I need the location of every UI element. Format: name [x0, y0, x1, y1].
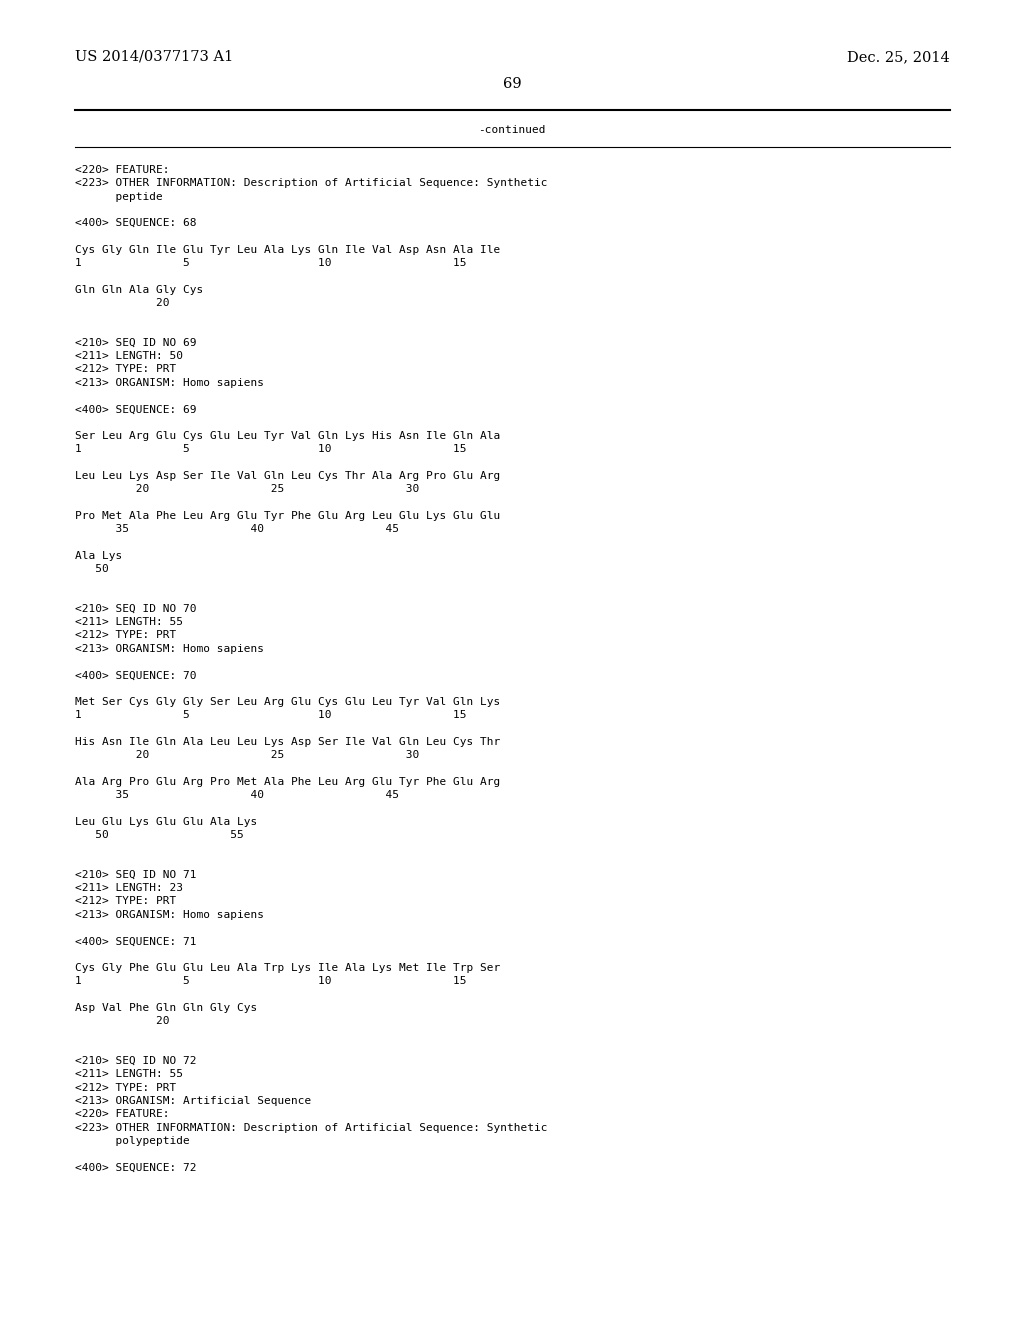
Text: <213> ORGANISM: Artificial Sequence: <213> ORGANISM: Artificial Sequence	[75, 1096, 311, 1106]
Text: Cys Gly Gln Ile Glu Tyr Leu Ala Lys Gln Ile Val Asp Asn Ala Ile: Cys Gly Gln Ile Glu Tyr Leu Ala Lys Gln …	[75, 244, 501, 255]
Text: <212> TYPE: PRT: <212> TYPE: PRT	[75, 896, 176, 907]
Text: <400> SEQUENCE: 68: <400> SEQUENCE: 68	[75, 218, 197, 228]
Text: peptide: peptide	[75, 191, 163, 202]
Text: Ala Arg Pro Glu Arg Pro Met Ala Phe Leu Arg Glu Tyr Phe Glu Arg: Ala Arg Pro Glu Arg Pro Met Ala Phe Leu …	[75, 776, 501, 787]
Text: polypeptide: polypeptide	[75, 1137, 189, 1146]
Text: <210> SEQ ID NO 72: <210> SEQ ID NO 72	[75, 1056, 197, 1067]
Text: <220> FEATURE:: <220> FEATURE:	[75, 165, 170, 176]
Text: Asp Val Phe Gln Gln Gly Cys: Asp Val Phe Gln Gln Gly Cys	[75, 1003, 257, 1012]
Text: 20                  25                  30: 20 25 30	[75, 750, 419, 760]
Text: Met Ser Cys Gly Gly Ser Leu Arg Glu Cys Glu Leu Tyr Val Gln Lys: Met Ser Cys Gly Gly Ser Leu Arg Glu Cys …	[75, 697, 501, 708]
Text: <223> OTHER INFORMATION: Description of Artificial Sequence: Synthetic: <223> OTHER INFORMATION: Description of …	[75, 178, 548, 189]
Text: Gln Gln Ala Gly Cys: Gln Gln Ala Gly Cys	[75, 285, 203, 294]
Text: -continued: -continued	[478, 125, 546, 135]
Text: <220> FEATURE:: <220> FEATURE:	[75, 1109, 170, 1119]
Text: 1               5                   10                  15: 1 5 10 15	[75, 259, 467, 268]
Text: Pro Met Ala Phe Leu Arg Glu Tyr Phe Glu Arg Leu Glu Lys Glu Glu: Pro Met Ala Phe Leu Arg Glu Tyr Phe Glu …	[75, 511, 501, 521]
Text: Leu Glu Lys Glu Glu Ala Lys: Leu Glu Lys Glu Glu Ala Lys	[75, 817, 257, 826]
Text: <213> ORGANISM: Homo sapiens: <213> ORGANISM: Homo sapiens	[75, 644, 264, 653]
Text: <213> ORGANISM: Homo sapiens: <213> ORGANISM: Homo sapiens	[75, 378, 264, 388]
Text: <212> TYPE: PRT: <212> TYPE: PRT	[75, 631, 176, 640]
Text: <210> SEQ ID NO 69: <210> SEQ ID NO 69	[75, 338, 197, 348]
Text: <213> ORGANISM: Homo sapiens: <213> ORGANISM: Homo sapiens	[75, 909, 264, 920]
Text: 50                  55: 50 55	[75, 830, 244, 840]
Text: Cys Gly Phe Glu Glu Leu Ala Trp Lys Ile Ala Lys Met Ile Trp Ser: Cys Gly Phe Glu Glu Leu Ala Trp Lys Ile …	[75, 964, 501, 973]
Text: <212> TYPE: PRT: <212> TYPE: PRT	[75, 1082, 176, 1093]
Text: <211> LENGTH: 55: <211> LENGTH: 55	[75, 1069, 183, 1080]
Text: 20: 20	[75, 298, 170, 308]
Text: <210> SEQ ID NO 70: <210> SEQ ID NO 70	[75, 605, 197, 614]
Text: US 2014/0377173 A1: US 2014/0377173 A1	[75, 50, 233, 63]
Text: <211> LENGTH: 50: <211> LENGTH: 50	[75, 351, 183, 362]
Text: <400> SEQUENCE: 70: <400> SEQUENCE: 70	[75, 671, 197, 680]
Text: 69: 69	[503, 77, 521, 91]
Text: <400> SEQUENCE: 71: <400> SEQUENCE: 71	[75, 936, 197, 946]
Text: 20                  25                  30: 20 25 30	[75, 484, 419, 494]
Text: <210> SEQ ID NO 71: <210> SEQ ID NO 71	[75, 870, 197, 880]
Text: 20: 20	[75, 1016, 170, 1026]
Text: 1               5                   10                  15: 1 5 10 15	[75, 445, 467, 454]
Text: <211> LENGTH: 23: <211> LENGTH: 23	[75, 883, 183, 894]
Text: 1               5                   10                  15: 1 5 10 15	[75, 977, 467, 986]
Text: 35                  40                  45: 35 40 45	[75, 791, 399, 800]
Text: Leu Leu Lys Asp Ser Ile Val Gln Leu Cys Thr Ala Arg Pro Glu Arg: Leu Leu Lys Asp Ser Ile Val Gln Leu Cys …	[75, 471, 501, 480]
Text: Ala Lys: Ala Lys	[75, 550, 122, 561]
Text: <400> SEQUENCE: 69: <400> SEQUENCE: 69	[75, 404, 197, 414]
Text: 35                  40                  45: 35 40 45	[75, 524, 399, 535]
Text: Dec. 25, 2014: Dec. 25, 2014	[847, 50, 950, 63]
Text: <211> LENGTH: 55: <211> LENGTH: 55	[75, 618, 183, 627]
Text: 50: 50	[75, 564, 109, 574]
Text: <223> OTHER INFORMATION: Description of Artificial Sequence: Synthetic: <223> OTHER INFORMATION: Description of …	[75, 1122, 548, 1133]
Text: <400> SEQUENCE: 72: <400> SEQUENCE: 72	[75, 1163, 197, 1172]
Text: 1               5                   10                  15: 1 5 10 15	[75, 710, 467, 721]
Text: <212> TYPE: PRT: <212> TYPE: PRT	[75, 364, 176, 375]
Text: Ser Leu Arg Glu Cys Glu Leu Tyr Val Gln Lys His Asn Ile Gln Ala: Ser Leu Arg Glu Cys Glu Leu Tyr Val Gln …	[75, 432, 501, 441]
Text: His Asn Ile Gln Ala Leu Leu Lys Asp Ser Ile Val Gln Leu Cys Thr: His Asn Ile Gln Ala Leu Leu Lys Asp Ser …	[75, 737, 501, 747]
